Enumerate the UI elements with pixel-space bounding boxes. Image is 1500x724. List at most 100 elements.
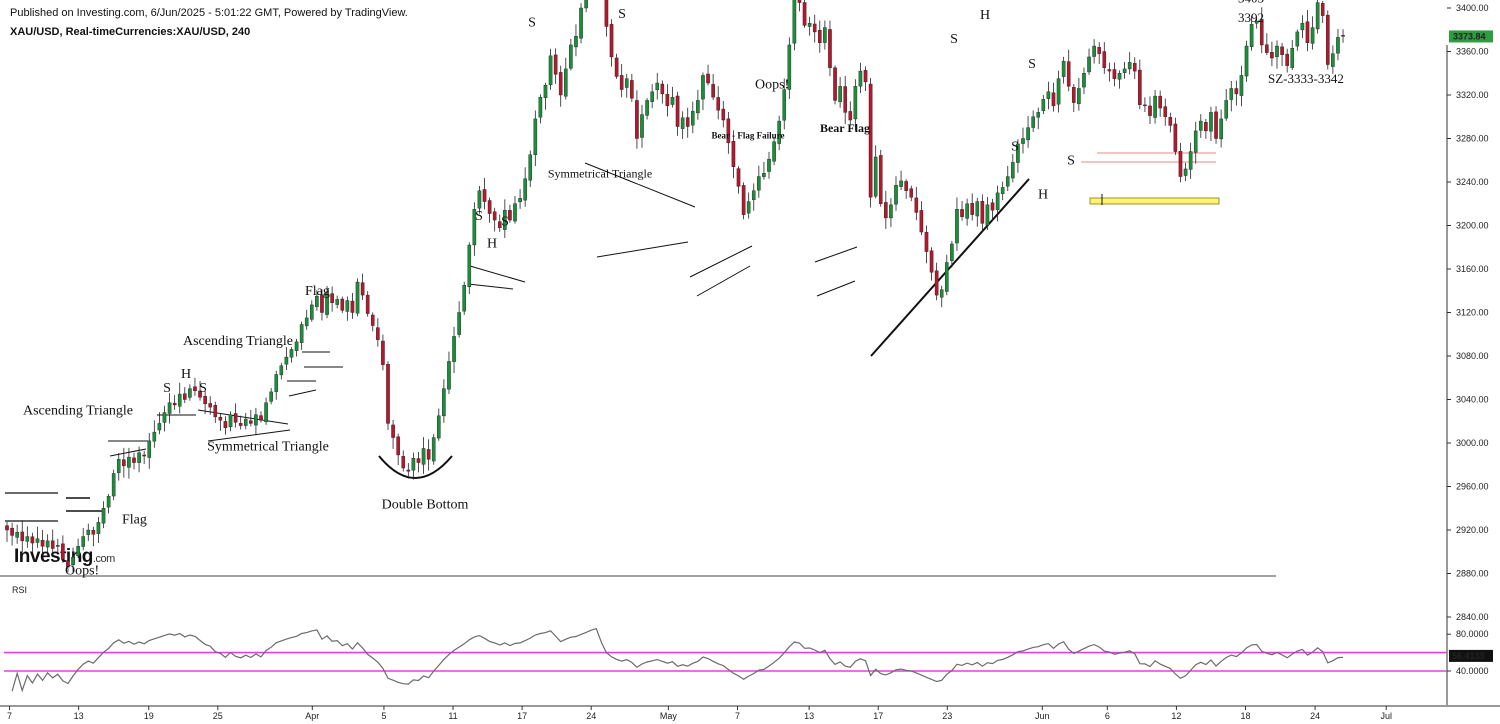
candle	[635, 90, 639, 149]
rsi-tick-label: 40.0000	[1456, 666, 1489, 676]
candle-body	[10, 527, 14, 536]
candle-body	[269, 391, 273, 402]
candle-body	[355, 281, 360, 314]
candle-body	[853, 86, 858, 120]
candle-body	[264, 402, 268, 423]
candle-body	[1325, 14, 1330, 65]
candle	[645, 98, 649, 120]
candle-body	[203, 395, 207, 405]
candle-body	[523, 178, 527, 201]
candle	[1005, 165, 1010, 191]
candle-body	[426, 449, 431, 460]
candle	[152, 420, 157, 448]
candle	[762, 161, 766, 180]
candle-body	[884, 202, 888, 219]
candle-body	[807, 23, 812, 27]
annotation-label: S	[475, 209, 483, 224]
candle-body	[411, 458, 416, 471]
candle	[716, 86, 720, 120]
candle	[1173, 117, 1178, 155]
candle	[482, 178, 487, 210]
candle-body	[985, 204, 990, 226]
candle	[1336, 29, 1340, 61]
candle-body	[284, 356, 289, 365]
candle	[254, 407, 258, 436]
candle	[1193, 121, 1198, 164]
candle	[985, 196, 990, 230]
candle-body	[858, 70, 863, 87]
price-tick-label: 3160.00	[1456, 264, 1489, 274]
candle	[1153, 90, 1157, 124]
candle-body	[497, 221, 502, 228]
candle	[858, 62, 863, 94]
candle-body	[1036, 112, 1041, 118]
candle-body	[1021, 138, 1025, 144]
candle-body	[675, 95, 680, 127]
annotation-label: S	[1011, 139, 1019, 154]
candle	[345, 296, 350, 321]
candle	[1148, 96, 1152, 124]
candle	[777, 115, 781, 151]
current-price-tag	[1449, 30, 1493, 43]
candle	[899, 170, 903, 191]
candle-body	[345, 300, 350, 312]
candle-body	[35, 538, 40, 543]
candle	[340, 296, 345, 313]
candle-body	[711, 84, 715, 98]
candle-body	[762, 173, 766, 177]
candle-body	[995, 192, 1000, 210]
candle-body	[1087, 56, 1091, 73]
rsi-current-tag	[1449, 649, 1493, 662]
candle	[533, 110, 538, 166]
candle	[193, 377, 197, 396]
candle-body	[741, 185, 746, 215]
candle-body	[1041, 99, 1046, 111]
candle-body	[929, 250, 934, 273]
candle	[1305, 9, 1310, 52]
candle-body	[757, 176, 761, 191]
candle	[1168, 112, 1173, 133]
candle	[137, 446, 141, 473]
candle-body	[939, 289, 944, 298]
candle	[848, 101, 853, 126]
rsi-panel: RSI 40.0000 80.0000 56.4133	[4, 585, 1493, 693]
candle	[1341, 29, 1345, 43]
candle	[5, 521, 9, 542]
candle	[1138, 59, 1142, 110]
candle	[177, 382, 182, 414]
candle-body	[990, 202, 995, 211]
candle	[528, 150, 533, 187]
candle	[1244, 40, 1249, 82]
candle-body	[122, 459, 126, 467]
candle	[106, 494, 111, 514]
time-tick-label: Jul	[1380, 711, 1392, 721]
candle	[919, 201, 924, 236]
candle	[416, 452, 421, 473]
candle	[279, 362, 284, 380]
candle-body	[294, 341, 299, 351]
candle	[1198, 114, 1203, 138]
pattern-line	[109, 448, 147, 457]
candle-body	[299, 324, 304, 343]
candle	[147, 433, 152, 469]
candle-body	[1143, 104, 1147, 107]
pattern-line	[696, 265, 751, 297]
candle	[1310, 16, 1315, 50]
time-tick-label: Jun	[1035, 711, 1050, 721]
candle	[30, 532, 35, 552]
candle	[1082, 67, 1086, 95]
candle	[45, 534, 50, 555]
candle-body	[1061, 61, 1066, 77]
candle	[1265, 33, 1269, 56]
candle	[1214, 106, 1218, 144]
candle-body	[1249, 24, 1254, 47]
candle	[828, 20, 832, 77]
candle	[442, 379, 446, 423]
candle-body	[370, 314, 375, 326]
candle	[508, 204, 512, 223]
candle	[391, 420, 395, 449]
candle	[1224, 89, 1228, 121]
candle	[274, 370, 279, 400]
candle	[736, 166, 741, 194]
